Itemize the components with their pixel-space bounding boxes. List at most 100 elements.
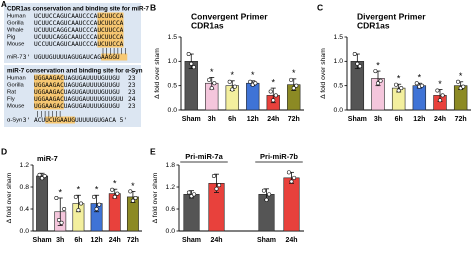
length: 24 xyxy=(128,96,136,103)
data-point xyxy=(40,176,45,181)
group-label: Pri-miR-7b xyxy=(260,152,298,161)
x-tick-label: Sham xyxy=(348,116,367,123)
data-point xyxy=(375,81,380,86)
chart-subtitle: CDR1as xyxy=(357,20,390,30)
data-point xyxy=(186,52,191,57)
data-point xyxy=(207,77,212,82)
significance: * xyxy=(397,74,401,84)
data-point xyxy=(128,189,133,194)
highlight xyxy=(34,88,64,96)
significance: * xyxy=(58,187,62,197)
species: α-Syn xyxy=(7,118,22,124)
data-point xyxy=(227,79,232,84)
highlight xyxy=(97,33,124,41)
sequence: UGGAAGACUAGUGAUUUUGUUGUU xyxy=(34,96,124,103)
data-point xyxy=(37,172,42,177)
highlight xyxy=(97,40,124,48)
highlight xyxy=(45,116,76,124)
data-point xyxy=(396,88,401,93)
species: Human xyxy=(7,14,26,20)
x-tick-label: 72h xyxy=(288,116,300,123)
significance: * xyxy=(459,71,463,81)
data-point xyxy=(373,69,378,74)
data-point xyxy=(130,198,135,203)
x-tick-label: 6h xyxy=(228,116,236,123)
highlight xyxy=(34,102,64,110)
species: Whale xyxy=(7,28,23,34)
data-point xyxy=(440,93,445,98)
y-tick-label: 1.5 xyxy=(168,34,178,41)
sequence: UCUUCCAGUCAAUCCCAUCUUCCA xyxy=(34,20,124,27)
data-point xyxy=(399,86,404,91)
data-point xyxy=(378,78,383,83)
data-point xyxy=(209,86,214,91)
sequence: UCUUUCAGGCAAUCCCAUCUUCCA xyxy=(34,27,124,34)
panel-label: E xyxy=(150,146,156,156)
y-tick-label: 1.0 xyxy=(168,58,178,65)
panel-label: D xyxy=(1,146,7,156)
species: Human xyxy=(7,76,26,82)
data-point xyxy=(437,98,442,103)
data-point xyxy=(112,194,117,199)
significance: * xyxy=(131,181,135,191)
heading: CDR1as conservation and binding site for… xyxy=(7,6,150,13)
x-tick-label: 12h xyxy=(247,116,259,123)
significance: * xyxy=(292,68,296,78)
x-tick-label: 72h xyxy=(455,116,467,123)
data-point xyxy=(253,81,258,86)
highlight xyxy=(34,74,64,82)
data-point xyxy=(73,194,78,199)
data-point xyxy=(217,183,222,188)
bar xyxy=(183,194,200,232)
chart-title: Convergent Primer xyxy=(191,11,268,21)
x-tick-label: 12h xyxy=(413,116,425,123)
data-point xyxy=(79,201,84,206)
significance: * xyxy=(376,60,380,70)
x-tick-label: 24h xyxy=(285,237,297,244)
data-point xyxy=(261,188,266,193)
y-tick-label: 0.0 xyxy=(166,228,176,235)
x-tick-label: Sham xyxy=(182,237,201,244)
sequence: 3' UGUUGUUUUAGUGAUCAGAAGGU xyxy=(23,54,120,61)
x-tick-label: 24h xyxy=(267,116,279,123)
y-tick-label: 0.0 xyxy=(20,228,30,235)
y-axis-label: Δ fold over sham xyxy=(152,172,159,223)
significance: * xyxy=(95,185,99,195)
length: 23 xyxy=(128,89,136,96)
data-point xyxy=(56,218,61,223)
bar xyxy=(246,82,260,111)
data-point xyxy=(294,83,299,88)
data-point xyxy=(456,79,461,84)
data-point xyxy=(461,84,466,89)
data-point xyxy=(419,83,424,88)
y-tick-label: 0.0 xyxy=(334,107,344,114)
bar xyxy=(283,177,300,232)
data-point xyxy=(115,191,120,196)
data-point xyxy=(42,174,47,179)
data-point xyxy=(62,207,67,212)
group-label: Pri-miR-7a xyxy=(185,152,223,161)
x-tick-label: 3h xyxy=(374,116,382,123)
y-tick-label: 0.4 xyxy=(20,206,30,213)
data-point xyxy=(352,52,357,57)
data-point xyxy=(91,194,96,199)
panel-label: B xyxy=(150,2,156,12)
x-tick-label: 3h xyxy=(56,237,64,244)
data-point xyxy=(212,81,217,86)
data-point xyxy=(264,197,269,202)
x-tick-label: 6h xyxy=(74,237,82,244)
data-point xyxy=(186,190,191,195)
y-tick-label: 1.0 xyxy=(334,58,344,65)
x-tick-label: 24h xyxy=(210,237,222,244)
heading: miR-7 conservation and binding site for … xyxy=(7,68,143,75)
data-point xyxy=(289,179,294,184)
data-point xyxy=(189,61,194,66)
y-tick-label: 1.8 xyxy=(166,162,176,169)
data-point xyxy=(230,87,235,92)
species: Mouse xyxy=(7,104,24,110)
data-point xyxy=(248,79,253,84)
x-tick-label: 24h xyxy=(109,237,121,244)
sequence: UGGAAGACUAGUGAUUUUGUUGU xyxy=(34,103,120,110)
data-point xyxy=(214,186,219,191)
